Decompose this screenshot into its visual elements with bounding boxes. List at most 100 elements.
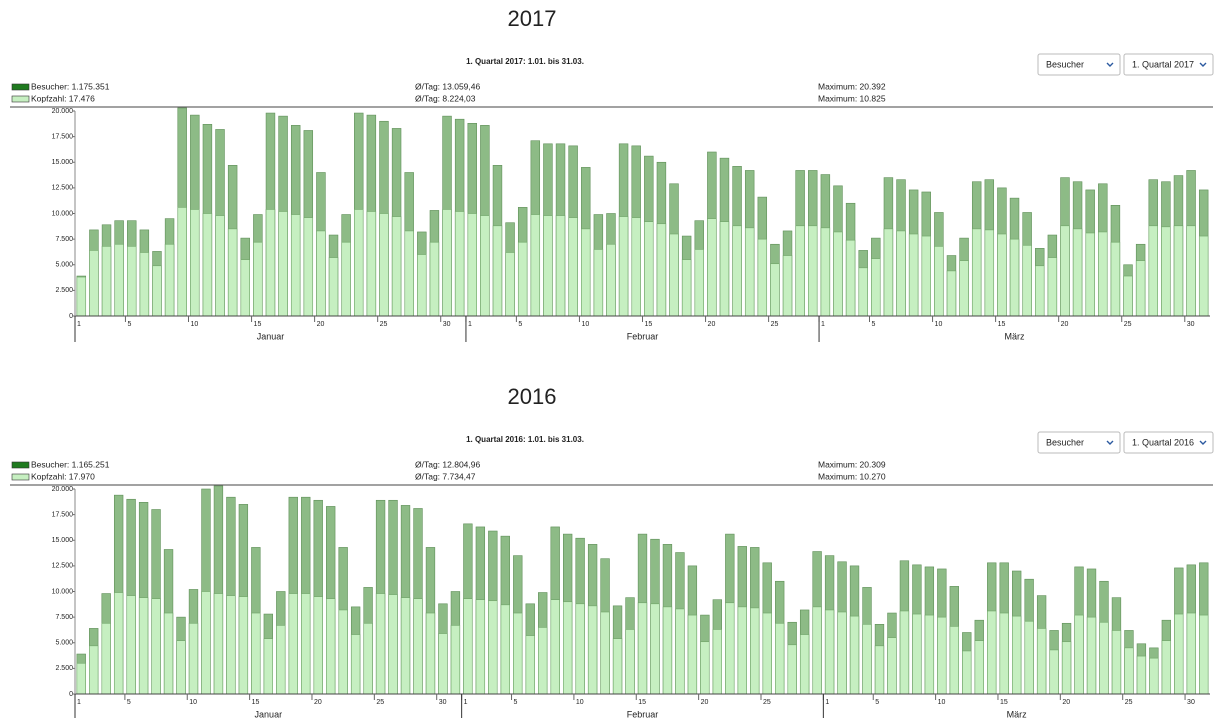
bar: [725, 602, 735, 695]
bar: [1074, 614, 1084, 695]
dropdown[interactable]: [1037, 53, 1121, 76]
bar: [417, 254, 427, 317]
bar: [1199, 614, 1209, 695]
month-label: Februar: [627, 331, 659, 341]
bar: [899, 610, 910, 695]
bar: [1024, 620, 1034, 695]
bar: [934, 246, 944, 317]
y-tick-label: 10.000: [52, 588, 74, 595]
dropdown[interactable]: [1123, 53, 1214, 76]
bar: [1148, 225, 1158, 317]
x-tick-label: 15: [254, 321, 262, 328]
bar: [101, 622, 111, 695]
x-tick-label: 25: [376, 699, 384, 706]
bar: [997, 233, 1007, 317]
legend-label: Besucher: 1.175.351: [31, 81, 110, 91]
bar: [101, 246, 112, 317]
bar: [662, 606, 673, 695]
x-tick-label: 20: [317, 321, 325, 328]
bar: [400, 597, 411, 695]
dropdown-arrow[interactable]: [1199, 440, 1207, 445]
bar: [404, 230, 414, 317]
legend-swatch: [11, 473, 30, 481]
bar: [719, 221, 730, 317]
bar: [488, 600, 498, 695]
bar: [908, 233, 919, 317]
bar: [438, 633, 448, 695]
bar: [824, 609, 835, 695]
bar: [837, 611, 847, 695]
bar: [76, 662, 86, 695]
bar: [313, 596, 323, 695]
bar: [316, 230, 326, 317]
dropdown-arrow[interactable]: [1106, 62, 1114, 67]
bar: [163, 612, 174, 695]
bar: [1072, 228, 1083, 317]
bar: [656, 223, 667, 317]
bar: [762, 612, 772, 695]
bar: [1186, 225, 1196, 317]
bar: [883, 228, 894, 317]
dropdown-label[interactable]: 1. Quartal 2017: [1132, 59, 1194, 69]
bar: [1135, 260, 1146, 317]
dropdown-label[interactable]: 1. Quartal 2016: [1132, 437, 1194, 447]
bar: [375, 593, 386, 695]
bar: [505, 252, 515, 317]
bar: [593, 249, 604, 317]
bar: [799, 634, 810, 695]
bar: [480, 215, 490, 317]
bar: [1060, 225, 1070, 317]
x-tick-label: 10: [191, 321, 199, 328]
bar: [644, 221, 654, 317]
bar: [89, 250, 99, 317]
bar: [176, 640, 186, 695]
y-tick-label: 15.000: [52, 537, 74, 544]
bar: [1123, 275, 1133, 317]
bar: [139, 252, 150, 317]
y-tick-label: 0: [69, 313, 73, 320]
x-tick-label: 10: [576, 699, 584, 706]
x-tick-label: 25: [380, 321, 388, 328]
dropdown-label[interactable]: Besucher: [1046, 437, 1084, 447]
dropdown-arrow[interactable]: [1106, 440, 1114, 445]
bar: [669, 233, 679, 317]
stat-average: Ø/Tag: 13.059,46: [415, 81, 480, 91]
dropdown[interactable]: [1123, 431, 1214, 454]
x-tick-label: 20: [701, 699, 709, 706]
bar: [675, 608, 685, 695]
bar: [744, 227, 755, 317]
bar: [413, 598, 423, 695]
dropdown-label[interactable]: Besucher: [1046, 59, 1084, 69]
bar: [707, 218, 717, 317]
x-tick-label: 15: [998, 321, 1006, 328]
x-tick-label: 20: [708, 321, 716, 328]
dropdown[interactable]: [1037, 431, 1121, 454]
bar: [775, 622, 785, 695]
bar: [288, 593, 298, 695]
bar: [500, 604, 510, 695]
bar: [1136, 655, 1147, 695]
bar: [513, 612, 523, 695]
legend-label: Kopfzahl: 17.476: [31, 93, 95, 103]
bar: [1047, 257, 1058, 317]
bar: [921, 235, 931, 317]
x-tick-label: 15: [252, 699, 260, 706]
bar: [450, 625, 461, 695]
x-tick-label: 25: [1125, 699, 1133, 706]
stat-average: Ø/Tag: 12.804,96: [415, 459, 480, 469]
bar: [999, 612, 1009, 695]
bar: [290, 214, 301, 317]
x-tick-label: 25: [771, 321, 779, 328]
bar: [681, 259, 692, 317]
bar: [454, 211, 465, 317]
dropdown-arrow[interactable]: [1199, 62, 1207, 67]
x-tick-label: 30: [1187, 321, 1195, 328]
x-tick-label: 5: [127, 699, 131, 706]
bar: [1009, 238, 1020, 317]
bar: [202, 213, 213, 317]
bar: [631, 217, 641, 317]
x-tick-label: 30: [1187, 699, 1195, 706]
x-tick-label: 30: [439, 699, 447, 706]
bar: [328, 257, 339, 317]
bar: [442, 209, 452, 317]
